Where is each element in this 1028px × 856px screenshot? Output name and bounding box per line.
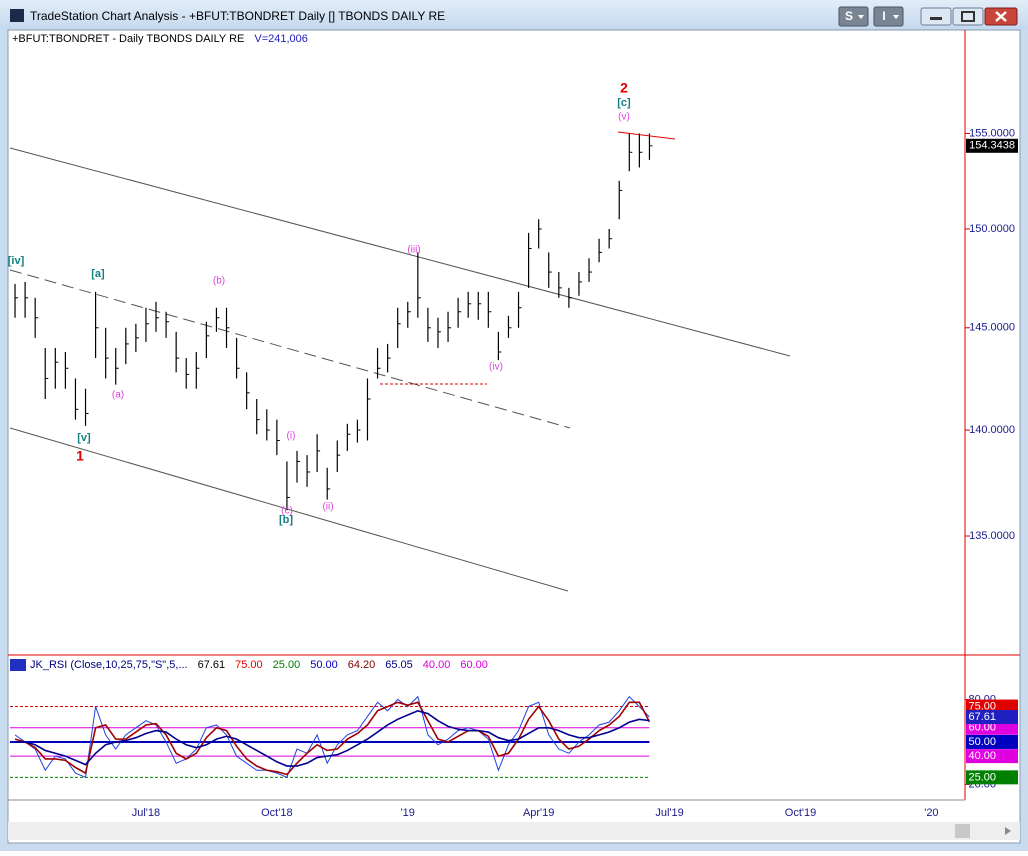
- trend-line: [9, 427, 569, 592]
- close-glyph: [995, 11, 1007, 22]
- chart-area: [7, 29, 1021, 844]
- level-box: [966, 734, 1018, 749]
- level-label: 75.00: [968, 700, 996, 712]
- y-tick-label: 135.0000: [969, 530, 1015, 542]
- wave-label: (ii): [322, 502, 333, 513]
- wave-label: (i): [287, 431, 296, 442]
- y-tick-label: 150.0000: [969, 223, 1015, 235]
- level-box: [966, 770, 1018, 785]
- button-label: I: [882, 9, 885, 23]
- wave-label: (v): [618, 112, 630, 123]
- level-box: [966, 749, 1018, 764]
- wave-label: [v]: [77, 432, 91, 444]
- top-line: [617, 131, 676, 140]
- scroll-arrow[interactable]: [1005, 827, 1011, 835]
- indicator-icon: [10, 659, 26, 671]
- rsi-line: [14, 701, 651, 776]
- current-value-label: 67.61: [968, 711, 996, 723]
- min-glyph: [930, 17, 942, 20]
- level-box: [966, 720, 1018, 735]
- legend-value: 25.00: [273, 659, 301, 671]
- legend-value: 65.05: [385, 659, 413, 671]
- volume-label: V=241,006: [254, 33, 308, 45]
- x-tick-label: Apr'19: [523, 807, 554, 819]
- x-tick-label: Oct'18: [261, 807, 292, 819]
- scrollbar[interactable]: [8, 822, 1020, 840]
- legend-value: 67.61: [198, 659, 226, 671]
- x-tick-label: Jul'18: [132, 807, 160, 819]
- legend-value: 60.00: [460, 659, 488, 671]
- legend-value: 50.00: [310, 659, 338, 671]
- style-button[interactable]: [838, 6, 869, 27]
- maximize-button[interactable]: [952, 7, 984, 26]
- wave-label: (b): [213, 276, 225, 287]
- wave-label: [c]: [617, 97, 631, 109]
- x-tick-label: Jul'19: [655, 807, 683, 819]
- last-price-box: [966, 138, 1018, 153]
- wave-label: [a]: [91, 268, 105, 280]
- level-label: 50.00: [968, 736, 996, 748]
- x-tick-label: '20: [924, 807, 938, 819]
- legend-value: 64.20: [348, 659, 376, 671]
- window-title: TradeStation Chart Analysis - +BFUT:TBON…: [30, 9, 445, 23]
- legend-value: 75.00: [235, 659, 263, 671]
- x-tick-label: Oct'19: [785, 807, 816, 819]
- wave-label: [iv]: [8, 255, 25, 267]
- y-tick-label: 155.0000: [969, 127, 1015, 139]
- chart-header: +BFUT:TBONDRET - Daily TBONDS DAILY RE: [12, 33, 244, 45]
- level-label: 40.00: [968, 750, 996, 762]
- indicator-title: JK_RSI (Close,10,25,75,"S",5,...: [30, 659, 188, 671]
- wave-label: [b]: [279, 514, 293, 526]
- trend-line: [9, 269, 571, 429]
- level-label: 60.00: [968, 722, 996, 734]
- last-price-label: 154.3438: [969, 140, 1015, 152]
- wave-label: (iii): [407, 245, 420, 256]
- rsi-line: [15, 709, 650, 767]
- minimize-button[interactable]: [920, 7, 952, 26]
- y-tick-label: 145.0000: [969, 322, 1015, 334]
- wave-label: 1: [76, 448, 84, 464]
- scroll-thumb[interactable]: [955, 824, 970, 838]
- wave-label: (a): [112, 390, 124, 401]
- current-value-box: [966, 710, 1018, 725]
- wave-label: (c): [281, 506, 293, 517]
- dropdown-arrows: [858, 15, 899, 19]
- y-tick-label: 140.0000: [969, 424, 1015, 436]
- trend-line: [9, 147, 791, 357]
- max-glyph: [961, 11, 975, 22]
- button-label: S: [845, 9, 853, 23]
- wave-label: 2: [620, 80, 628, 96]
- legend-value: 40.00: [423, 659, 451, 671]
- app-icon: [10, 9, 24, 22]
- wave-label: (iv): [489, 362, 503, 373]
- level-label: 25.00: [968, 771, 996, 783]
- x-tick-label: '19: [401, 807, 415, 819]
- insert-button[interactable]: [873, 6, 904, 27]
